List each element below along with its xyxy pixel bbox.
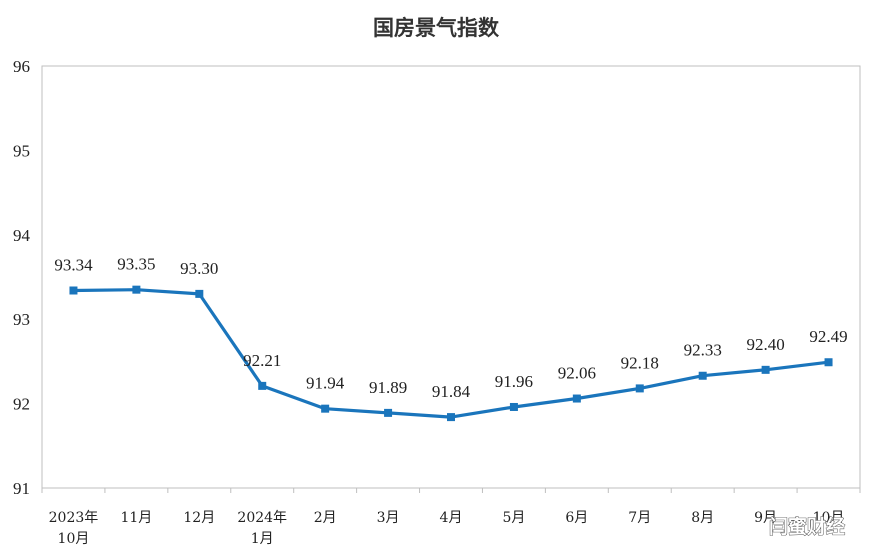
x-tick-label: 5月 — [502, 510, 525, 526]
series-group — [69, 285, 833, 422]
data-label: 91.96 — [495, 372, 533, 391]
data-point — [761, 365, 770, 374]
data-point — [447, 413, 455, 422]
x-tick-label: 2月 — [314, 510, 337, 526]
data-point — [509, 402, 518, 411]
data-label: 92.18 — [621, 353, 659, 372]
data-point — [195, 289, 204, 298]
x-tick-label: 2023年 — [49, 510, 99, 526]
y-tick-label: 96 — [13, 57, 30, 76]
data-label: 93.35 — [117, 255, 155, 274]
data-point — [69, 286, 78, 295]
x-tick-label: 3月 — [377, 510, 400, 526]
data-label: 92.06 — [558, 364, 596, 383]
data-point — [572, 394, 581, 403]
x-tick-label: 12月 — [183, 510, 215, 526]
chart-title: 国房景气指数 — [373, 16, 500, 40]
y-tick-label: 91 — [13, 479, 30, 498]
data-label: 92.21 — [243, 351, 281, 370]
y-tick-label: 92 — [13, 395, 30, 414]
data-point — [384, 408, 393, 417]
data-label: 92.33 — [684, 341, 722, 360]
y-tick-label: 93 — [13, 310, 30, 329]
data-point — [824, 358, 833, 367]
x-tick-label: 4月 — [440, 510, 463, 526]
data-point — [635, 384, 644, 393]
x-tick-label: 8月 — [691, 510, 714, 526]
data-point — [321, 404, 330, 413]
data-point — [698, 371, 707, 380]
x-tick-label: 1月 — [251, 531, 274, 547]
data-label: 91.94 — [306, 374, 345, 393]
x-tick-label: 6月 — [565, 510, 588, 526]
y-axis: 91 92 93 94 95 96 — [13, 57, 31, 498]
data-label: 93.34 — [54, 256, 93, 275]
data-label: 92.49 — [809, 327, 847, 346]
data-point — [132, 285, 141, 294]
data-label: 93.30 — [180, 259, 218, 278]
watermark: 闫蜜财经 — [769, 515, 845, 538]
x-tick-label: 11月 — [120, 510, 152, 526]
data-point — [258, 381, 267, 390]
y-tick-label: 94 — [13, 226, 31, 245]
data-label: 92.40 — [746, 335, 784, 354]
x-tick-label: 10月 — [813, 510, 845, 526]
y-tick-label: 95 — [13, 141, 30, 160]
x-tick-label: 9月 — [754, 510, 777, 526]
x-tick-label: 2024年 — [237, 510, 287, 526]
data-labels: 93.34 93.35 93.30 92.21 91.94 91.89 91.84 91.96… — [54, 255, 847, 401]
x-tick-label: 10月 — [58, 531, 90, 547]
x-axis: 2023年 10月 11月 12月 2024年 1月 2月 3月 4月 5月 6月 7月 8月 9月 10月 — [41, 488, 861, 547]
plot-area — [41, 65, 861, 489]
data-label: 91.89 — [369, 378, 407, 397]
x-tick-label: 7月 — [628, 510, 651, 526]
data-label: 91.84 — [432, 382, 471, 401]
